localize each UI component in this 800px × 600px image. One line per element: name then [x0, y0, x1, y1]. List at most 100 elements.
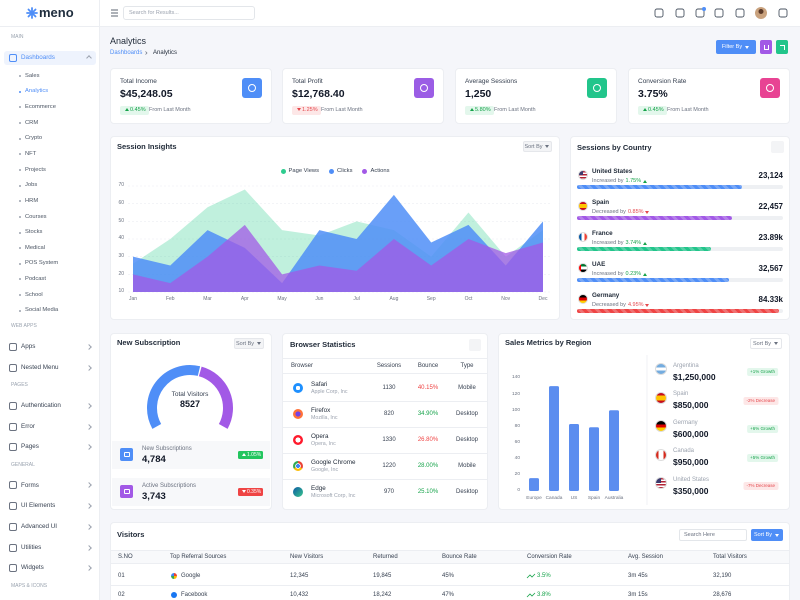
menu-icon	[9, 481, 17, 490]
region-value: $350,000	[673, 485, 709, 496]
menu-button[interactable]	[469, 339, 481, 351]
region-flag	[655, 448, 667, 461]
logo-area	[0, 0, 100, 27]
menu-item[interactable]: Pages	[21, 443, 39, 451]
y-tick-label: 60	[118, 199, 124, 206]
browser-bounce: 28.00%	[417, 462, 439, 469]
x-tick-label: May	[277, 296, 287, 303]
browser-icon	[293, 383, 303, 393]
row-divider	[283, 427, 487, 428]
browser-name: Edge	[311, 484, 326, 492]
share-button[interactable]	[776, 40, 788, 54]
x-tick-label: Oct	[464, 296, 473, 303]
submenu-item[interactable]: POS System	[25, 260, 59, 267]
y-tick-label: 80	[514, 423, 520, 429]
table-header-row	[111, 550, 789, 564]
filter-button[interactable]: Filter By	[716, 40, 756, 54]
column-header: Browser	[291, 362, 314, 369]
submenu-item[interactable]: Stocks	[25, 229, 43, 236]
country-name: UAE	[592, 261, 606, 269]
progress-fill	[577, 247, 711, 251]
submenu-bullet	[19, 309, 21, 312]
table-cell: 10,432	[290, 591, 309, 598]
region-name: Argentina	[673, 362, 699, 369]
menu-item[interactable]: Dashboards	[21, 54, 55, 62]
country-change: Decreased by 4.95%	[592, 301, 712, 309]
change-value: 5.80%	[475, 107, 491, 113]
browser-company: Microsoft Corp, Inc	[311, 493, 356, 500]
y-tick-label: 40	[514, 456, 520, 462]
browser-bounce: 40.15%	[417, 384, 439, 391]
menu-icon	[9, 443, 17, 452]
menu-item[interactable]: Widgets	[21, 564, 44, 572]
submenu-item[interactable]: NFT	[25, 150, 37, 157]
browser-bounce: 26.80%	[417, 436, 439, 443]
y-tick-label: 120	[511, 391, 520, 397]
menu-item[interactable]: Error	[21, 422, 35, 430]
submenu-item[interactable]: Projects	[25, 166, 46, 173]
submenu-item[interactable]: HRM	[25, 197, 39, 204]
submenu-item[interactable]: Analytics	[25, 88, 49, 95]
export-button[interactable]	[760, 40, 772, 54]
stat-icon	[414, 78, 434, 98]
browser-name: Safari	[311, 380, 328, 388]
search-placeholder: Search Here	[684, 531, 715, 538]
x-tick-label: Feb	[165, 296, 175, 303]
sort-button[interactable]: Sort By	[751, 529, 783, 541]
sort-button[interactable]: Sort By	[750, 338, 782, 349]
x-tick-label: Sep	[426, 296, 436, 303]
menu-item[interactable]: Advanced UI	[21, 523, 58, 531]
menu-button[interactable]	[771, 141, 784, 153]
sort-button[interactable]: Sort By	[234, 338, 264, 349]
menu-item[interactable]: Utilities	[21, 543, 42, 551]
menu-icon	[9, 54, 17, 62]
submenu-item[interactable]: School	[25, 291, 43, 298]
submenu-item[interactable]: Social Media	[25, 307, 59, 314]
submenu-item[interactable]: Courses	[25, 213, 47, 220]
subscription-label: Active Subscriptions	[142, 482, 197, 489]
submenu-item[interactable]: Sales	[25, 72, 40, 79]
menu-item[interactable]: Forms	[21, 481, 39, 489]
browser-company: Google, Inc	[311, 467, 339, 474]
country-name: Germany	[592, 292, 620, 300]
submenu-bullet	[19, 137, 21, 140]
x-tick-label: Dec	[538, 296, 548, 303]
sort-button[interactable]: Sort By	[523, 141, 552, 152]
stat-value: 1,250	[465, 88, 492, 101]
arrow-down-icon	[645, 210, 650, 214]
subscription-icon	[120, 485, 133, 498]
region-value: $1,250,000	[673, 371, 716, 382]
y-tick-label: 0	[517, 488, 520, 494]
browser-type: Mobile	[458, 462, 476, 469]
submenu-item[interactable]: CRM	[25, 119, 39, 126]
progress-fill	[577, 309, 779, 313]
column-header: New Visitors	[290, 553, 324, 560]
country-name: France	[592, 230, 613, 238]
breadcrumb-current: Analytics	[153, 49, 178, 56]
submenu-item[interactable]: Medical	[25, 244, 45, 251]
menu-item[interactable]: Nested Menu	[21, 363, 59, 371]
search-box[interactable]	[123, 6, 255, 20]
menu-item[interactable]: UI Elements	[21, 502, 56, 510]
region-value: $600,000	[673, 428, 709, 439]
button-label: Sort By	[752, 340, 772, 347]
arrow-down-icon	[545, 145, 550, 148]
breadcrumb-link[interactable]: Dashboards	[110, 49, 143, 56]
x-tick-label: Apr	[240, 296, 249, 303]
sidebar-section-title: WEB APPS	[11, 323, 37, 330]
submenu-item[interactable]: Crypto	[25, 135, 43, 142]
menu-item[interactable]: Apps	[21, 343, 36, 351]
submenu-item[interactable]: Podcast	[25, 276, 46, 283]
stat-label: Total Income	[120, 78, 157, 86]
y-tick-label: 100	[511, 407, 520, 413]
submenu-item[interactable]: Jobs	[25, 182, 38, 189]
submenu-bullet	[19, 184, 21, 187]
stat-value: $12,768.40	[292, 88, 345, 101]
button-label: Sort By	[753, 532, 773, 538]
menu-item[interactable]: Authentication	[21, 402, 61, 410]
stat-icon-glyph	[248, 84, 256, 92]
menu-icon	[9, 342, 17, 351]
submenu-item[interactable]: Ecommerce	[25, 103, 56, 110]
page-title: Analytics	[110, 36, 147, 47]
search-box[interactable]	[679, 529, 747, 541]
